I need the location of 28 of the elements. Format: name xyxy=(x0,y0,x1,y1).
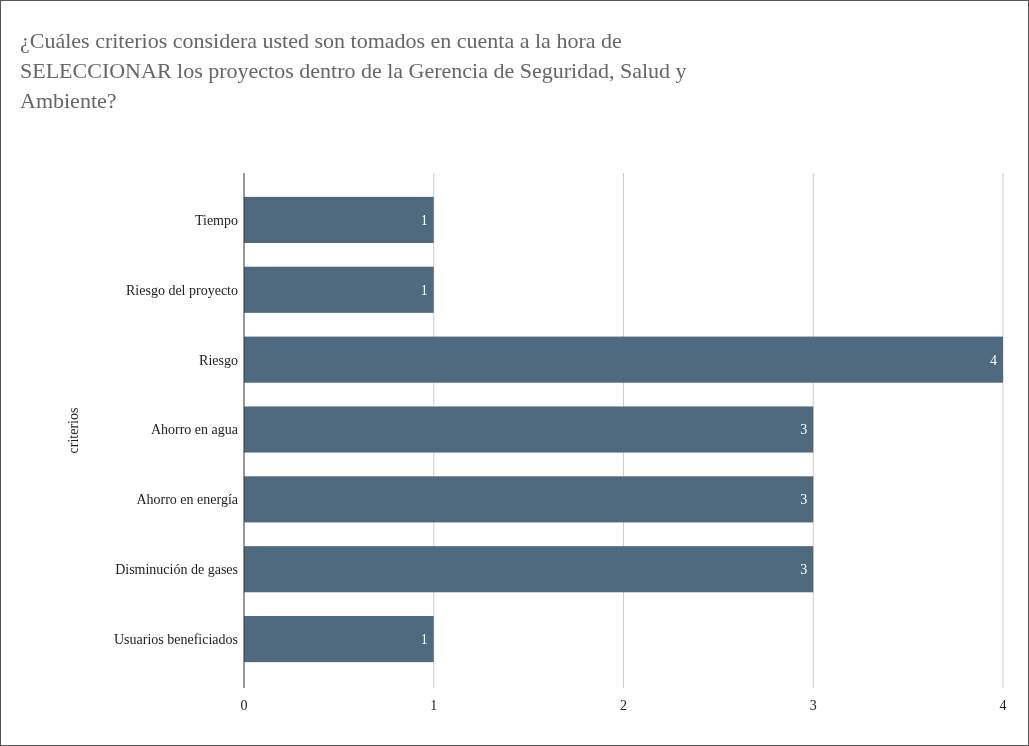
data-label: 3 xyxy=(800,492,808,508)
bar xyxy=(244,196,434,243)
y-tick-label: Usuarios beneficiados xyxy=(113,631,238,647)
chart-title: ¿Cuáles criterios considera usted son tomados en cuenta a la hora de SELECCIONAR los proyectos dentro de la Gerencia de Seguridad, Salud y Ambiente? xyxy=(20,28,687,113)
bar xyxy=(244,336,1003,383)
data-label: 4 xyxy=(990,352,997,368)
data-label: 1 xyxy=(420,212,428,228)
bar xyxy=(244,406,814,453)
x-tick-label: 2 xyxy=(620,697,627,713)
y-tick-label: Riesgo xyxy=(199,352,238,368)
y-axis-title: criterios xyxy=(66,407,81,454)
bar xyxy=(244,616,434,663)
x-tick-label: 0 xyxy=(240,697,248,713)
bar xyxy=(244,546,814,593)
y-tick-label: Disminución de gases xyxy=(115,562,238,578)
x-tick-label: 1 xyxy=(430,697,438,713)
x-tick-label: 3 xyxy=(809,697,817,713)
y-tick-label: Tiempo xyxy=(194,212,238,228)
x-tick-label: 4 xyxy=(999,697,1007,713)
y-tick-label: Ahorro en energía xyxy=(136,492,239,508)
bar xyxy=(244,266,434,313)
data-label: 3 xyxy=(800,562,808,578)
y-tick-label: Riesgo del proyecto xyxy=(126,282,238,298)
y-tick-label: Ahorro en agua xyxy=(150,422,239,438)
data-label: 3 xyxy=(800,422,808,438)
bar xyxy=(244,476,814,523)
data-label: 1 xyxy=(420,282,428,298)
data-label: 1 xyxy=(420,631,428,647)
